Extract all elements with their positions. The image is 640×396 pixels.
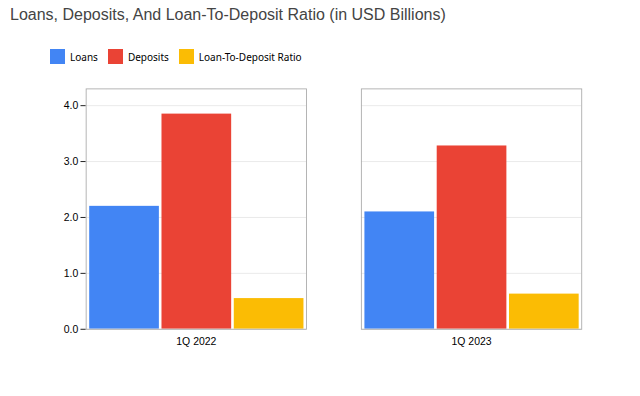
- html-text:Loans, Deposits, And Loan-To-D: Loans, Deposits, And Loan-To-Deposit Rat…: [10, 6, 446, 23]
- svg-text:1Q 2023: 1Q 2023: [452, 336, 492, 347]
- html-text:Loans: Loans: [70, 49, 98, 64]
- svg-text:3.0: 3.0: [64, 156, 79, 167]
- svg-text:4.0: 4.0: [64, 100, 79, 111]
- html-text:Deposits: Deposits: [127, 49, 169, 64]
- html-text:Loan-To-Deposit Ratio: Loan-To-Deposit Ratio: [198, 49, 302, 64]
- svg-text:1.0: 1.0: [64, 268, 79, 279]
- svg-text:1Q 2022: 1Q 2022: [176, 336, 216, 347]
- svg-text:0.0: 0.0: [64, 324, 79, 335]
- svg-text:2.0: 2.0: [64, 212, 79, 223]
